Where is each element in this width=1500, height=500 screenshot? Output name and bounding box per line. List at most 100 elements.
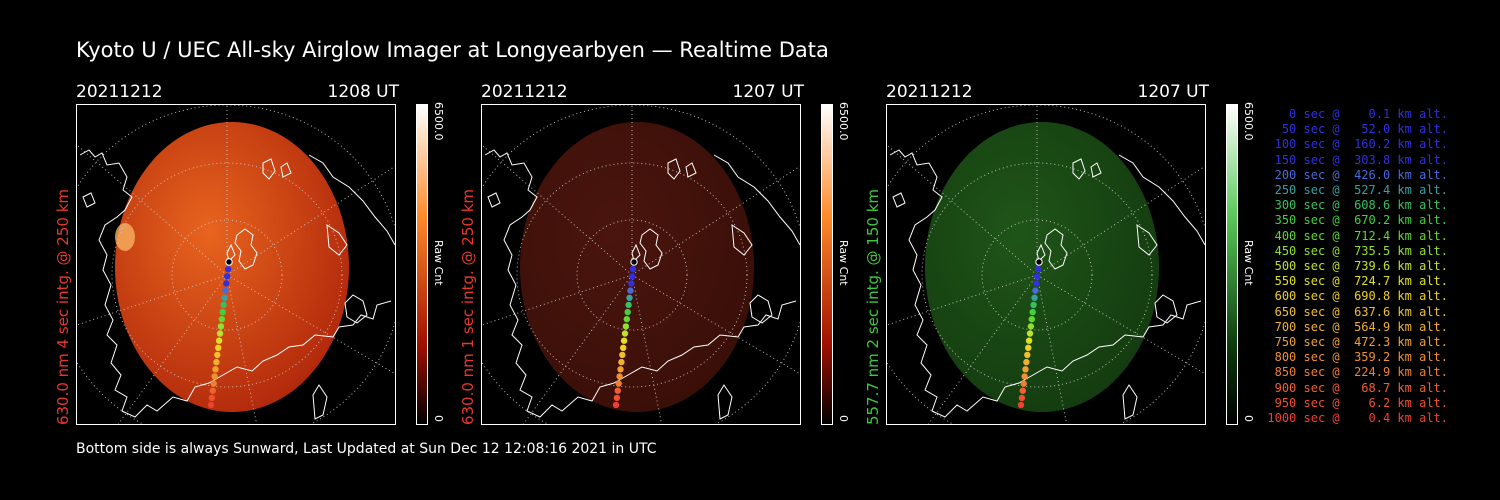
legend-row: 300 sec @ 608.6 km alt.	[1267, 198, 1448, 213]
trajectory-point	[1032, 287, 1039, 294]
trajectory-point	[224, 273, 231, 280]
trajectory-point	[622, 323, 630, 330]
panel-side-label: 630.0 nm 4 sec intg. @ 250 km	[54, 188, 72, 425]
trajectory-point	[213, 358, 220, 366]
trajectory-point	[215, 337, 223, 344]
coastline	[889, 149, 1205, 420]
panel-date: 20211212	[481, 82, 568, 102]
trajectory-point	[210, 380, 217, 387]
geographic-grid	[482, 105, 800, 424]
trajectory-point	[224, 266, 232, 273]
trajectory-point	[616, 373, 623, 380]
trajectory-point	[630, 258, 638, 266]
trajectory-point	[1029, 308, 1036, 316]
panel-date: 20211212	[76, 82, 163, 102]
allsky-image	[886, 104, 1206, 425]
colorbar-min-label: 0	[1242, 415, 1255, 422]
trajectory-point	[620, 344, 627, 351]
trajectory-point	[1025, 337, 1033, 344]
trajectory-point	[613, 394, 621, 402]
trajectory-point	[1022, 366, 1029, 373]
panel-time: 1207 UT	[732, 82, 805, 102]
colorbar-min-label: 0	[432, 415, 445, 422]
airglow-field	[115, 122, 349, 412]
legend-row: 500 sec @ 739.6 km alt.	[1267, 259, 1448, 274]
allsky-image	[76, 104, 396, 425]
trajectory-point	[223, 280, 230, 287]
trajectory-point	[619, 351, 626, 359]
trajectory-point	[1021, 373, 1028, 380]
panel-time: 1208 UT	[327, 82, 400, 102]
colorbar	[416, 104, 428, 425]
colorbar-max-label: 6500.0	[837, 102, 850, 141]
trajectory-point	[1034, 273, 1041, 280]
trajectory-point	[220, 301, 227, 309]
trajectory-legend: 0 sec @ 0.1 km alt. 50 sec @ 52.0 km alt…	[1252, 107, 1448, 426]
page-title: Kyoto U / UEC All-sky Airglow Imager at …	[76, 38, 829, 62]
trajectory	[612, 258, 638, 409]
colorbar-unit-label: Raw Cnt	[1242, 240, 1255, 286]
legend-row: 50 sec @ 52.0 km alt.	[1267, 122, 1448, 137]
panel-side-label: 630.0 nm 1 sec intg. @ 250 km	[459, 188, 477, 425]
legend-row: 650 sec @ 637.6 km alt.	[1267, 304, 1448, 319]
trajectory-point	[627, 287, 634, 294]
legend-row: 800 sec @ 359.2 km alt.	[1267, 350, 1448, 365]
trajectory-point	[618, 358, 625, 366]
coastline	[79, 149, 395, 420]
trajectory-point	[629, 266, 637, 273]
colorbar	[821, 104, 833, 425]
legend-row: 600 sec @ 690.8 km alt.	[1267, 289, 1448, 304]
allsky-image	[481, 104, 801, 425]
trajectory-point	[215, 344, 222, 351]
airglow-field	[520, 122, 754, 412]
coastline	[484, 149, 800, 420]
legend-row: 750 sec @ 472.3 km alt.	[1267, 335, 1448, 350]
legend-row: 400 sec @ 712.4 km alt.	[1267, 228, 1448, 243]
colorbar-unit-label: Raw Cnt	[432, 240, 445, 286]
airglow-panel-557nm-2sec: 20211212 1207 UT 557.7 nm 2 sec intg. @ …	[864, 80, 1286, 440]
allsky-map	[77, 105, 395, 424]
legend-row: 200 sec @ 426.0 km alt.	[1267, 167, 1448, 182]
trajectory-point	[629, 273, 636, 280]
airglow-panel-630nm-1sec: 20211212 1207 UT 630.0 nm 1 sec intg. @ …	[459, 80, 881, 440]
colorbar-max-label: 6500.0	[432, 102, 445, 141]
trajectory-point	[1027, 323, 1035, 330]
colorbar-unit-label: Raw Cnt	[837, 240, 850, 286]
legend-row: 150 sec @ 303.8 km alt.	[1267, 152, 1448, 167]
trajectory-point	[217, 323, 225, 330]
trajectory-point	[208, 394, 216, 402]
trajectory-point	[1026, 330, 1034, 337]
colorbar-max-label: 6500.0	[1242, 102, 1255, 141]
trajectory-point	[207, 401, 215, 409]
trajectory-point	[214, 351, 221, 359]
allsky-map	[482, 105, 800, 424]
bright-emission-spot	[115, 223, 135, 251]
trajectory-point	[1017, 401, 1025, 409]
legend-row: 450 sec @ 735.5 km alt.	[1267, 243, 1448, 258]
trajectory-point	[1030, 301, 1037, 309]
trajectory-point	[1031, 294, 1038, 301]
trajectory-point	[212, 366, 219, 373]
trajectory-point	[1023, 358, 1030, 366]
trajectory	[207, 258, 233, 409]
trajectory-point	[221, 294, 228, 301]
footer-note: Bottom side is always Sunward, Last Upda…	[76, 441, 657, 457]
trajectory-point	[1034, 266, 1042, 273]
trajectory-point	[216, 330, 224, 337]
airglow-field	[925, 122, 1159, 412]
trajectory-point	[612, 401, 620, 409]
trajectory-point	[617, 366, 624, 373]
legend-row: 850 sec @ 224.9 km alt.	[1267, 365, 1448, 380]
legend-row: 350 sec @ 670.2 km alt.	[1267, 213, 1448, 228]
trajectory-point	[614, 387, 621, 394]
trajectory-point	[1033, 280, 1040, 287]
trajectory-point	[626, 294, 633, 301]
trajectory-point	[1028, 316, 1035, 323]
airglow-panel-630nm-4sec: 20211212 1208 UT 630.0 nm 4 sec intg. @ …	[54, 80, 476, 440]
trajectory-point	[620, 337, 628, 344]
trajectory-point	[624, 308, 631, 316]
geographic-grid	[77, 105, 395, 424]
trajectory-point	[615, 380, 622, 387]
trajectory-point	[209, 387, 216, 394]
trajectory-point	[1035, 258, 1043, 266]
